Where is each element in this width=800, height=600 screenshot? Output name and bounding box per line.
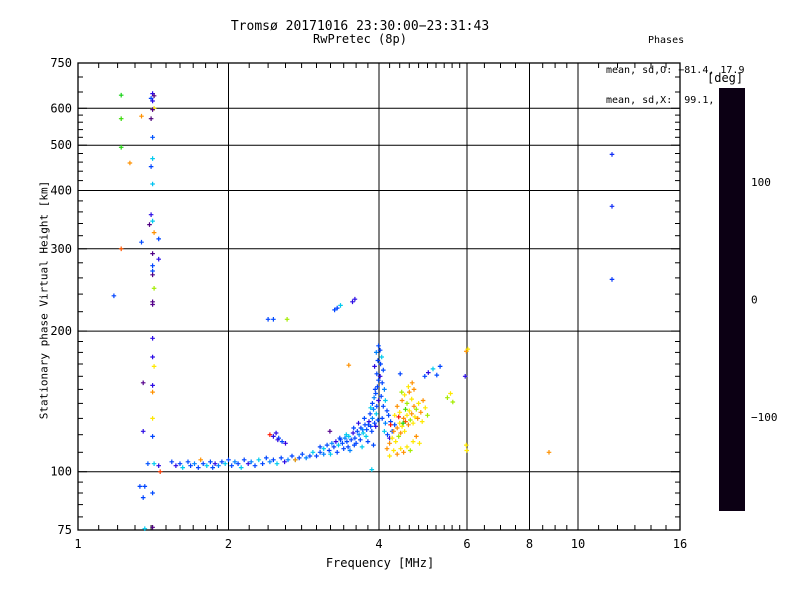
svg-text:2: 2	[225, 537, 232, 551]
svg-text:16: 16	[673, 537, 687, 551]
svg-text:−100: −100	[751, 411, 778, 424]
plot-subtitle: RwPretec (8p)	[313, 32, 407, 46]
colorbar-unit-label: [deg]	[707, 71, 744, 85]
x-tick-labels: 1 2 4 6 8 10 16	[74, 537, 687, 551]
title-block: Tromsø 20171016 23:30:00−23:31:43 RwPret…	[80, 20, 640, 46]
x-axis-label: Frequency [MHz]	[325, 556, 435, 570]
svg-text:600: 600	[50, 101, 72, 115]
svg-text:200: 200	[50, 324, 72, 338]
svg-text:10: 10	[571, 537, 585, 551]
svg-text:6: 6	[463, 537, 470, 551]
svg-text:1: 1	[74, 537, 81, 551]
axis-ticks	[77, 62, 681, 531]
svg-text:100: 100	[751, 176, 771, 189]
svg-text:400: 400	[50, 184, 72, 198]
colorbar	[719, 88, 745, 511]
phase-stats-heading: Phases	[648, 35, 685, 46]
gridlines	[78, 63, 680, 530]
svg-text:4: 4	[375, 537, 382, 551]
plot-title: Tromsø 20171016 23:30:00−23:31:43	[230, 19, 490, 34]
svg-text:300: 300	[50, 242, 72, 256]
svg-text:8: 8	[526, 537, 533, 551]
svg-text:100: 100	[50, 465, 72, 479]
colorbar-tick-labels: 100 0 −100	[751, 176, 778, 424]
scatter-points	[111, 91, 615, 531]
phase-stats-o-mode: mean, sd,O: −81.4, 17.9	[606, 65, 745, 76]
svg-text:500: 500	[50, 138, 72, 152]
svg-text:75: 75	[58, 523, 72, 537]
y-tick-labels: 75 100 200 300 400 500 600 750	[50, 56, 72, 537]
svg-text:0: 0	[751, 294, 758, 307]
svg-text:750: 750	[50, 56, 72, 70]
